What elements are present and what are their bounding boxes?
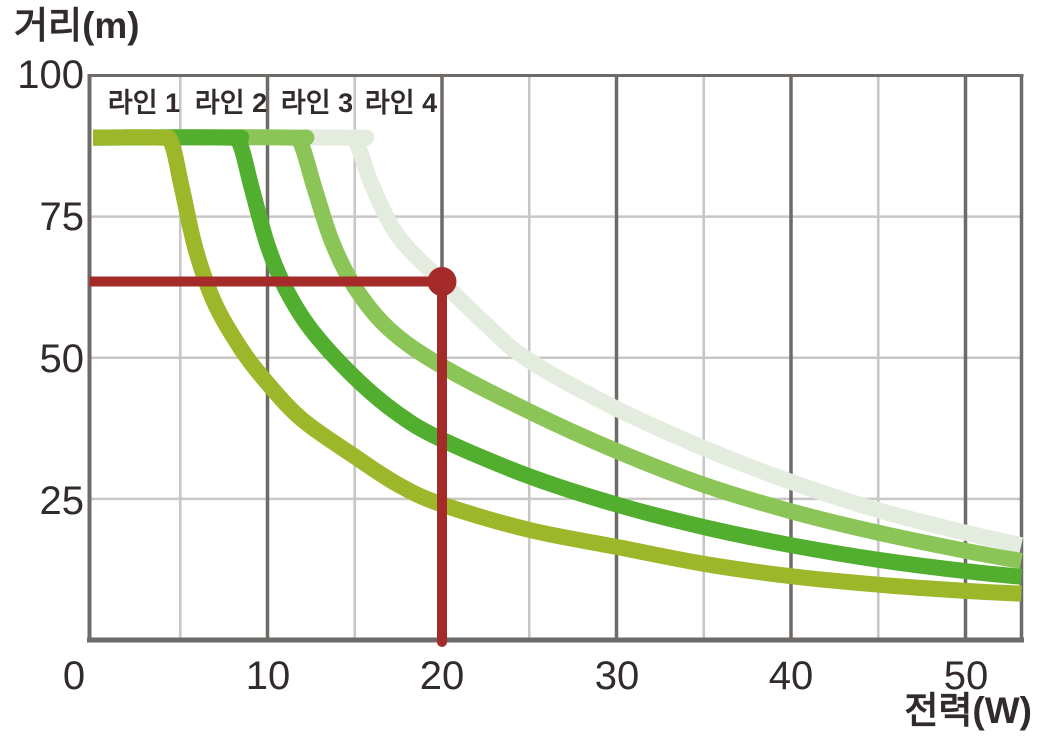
crosshair-dot [427, 267, 457, 297]
curve-label-line-2: 라인 2 [194, 88, 268, 118]
x-tick-50: 50 [943, 654, 989, 698]
x-tick-40: 40 [768, 654, 814, 698]
curve-label-line-3: 라인 3 [280, 88, 354, 118]
x-axis-title: 전력(W) [904, 690, 1032, 731]
curve-라인 1 [92, 129, 1022, 602]
x-tick-30: 30 [594, 654, 640, 698]
curve-라인 2 [92, 129, 1023, 585]
x-tick-20: 20 [419, 654, 465, 698]
y-tick-100: 100 [17, 53, 84, 97]
x-tick-10: 10 [245, 654, 291, 698]
x-tick-0: 0 [62, 654, 86, 698]
curve-label-line-1: 라인 1 [107, 88, 181, 118]
curve-라인 4 [92, 129, 1024, 554]
y-tick-50: 50 [39, 337, 85, 381]
y-tick-25: 25 [39, 479, 85, 523]
curve-label-line-4: 라인 4 [364, 88, 438, 118]
y-tick-75: 75 [39, 195, 85, 239]
curve-라인 3 [92, 129, 1023, 569]
y-axis-title: 거리(m) [14, 5, 140, 46]
